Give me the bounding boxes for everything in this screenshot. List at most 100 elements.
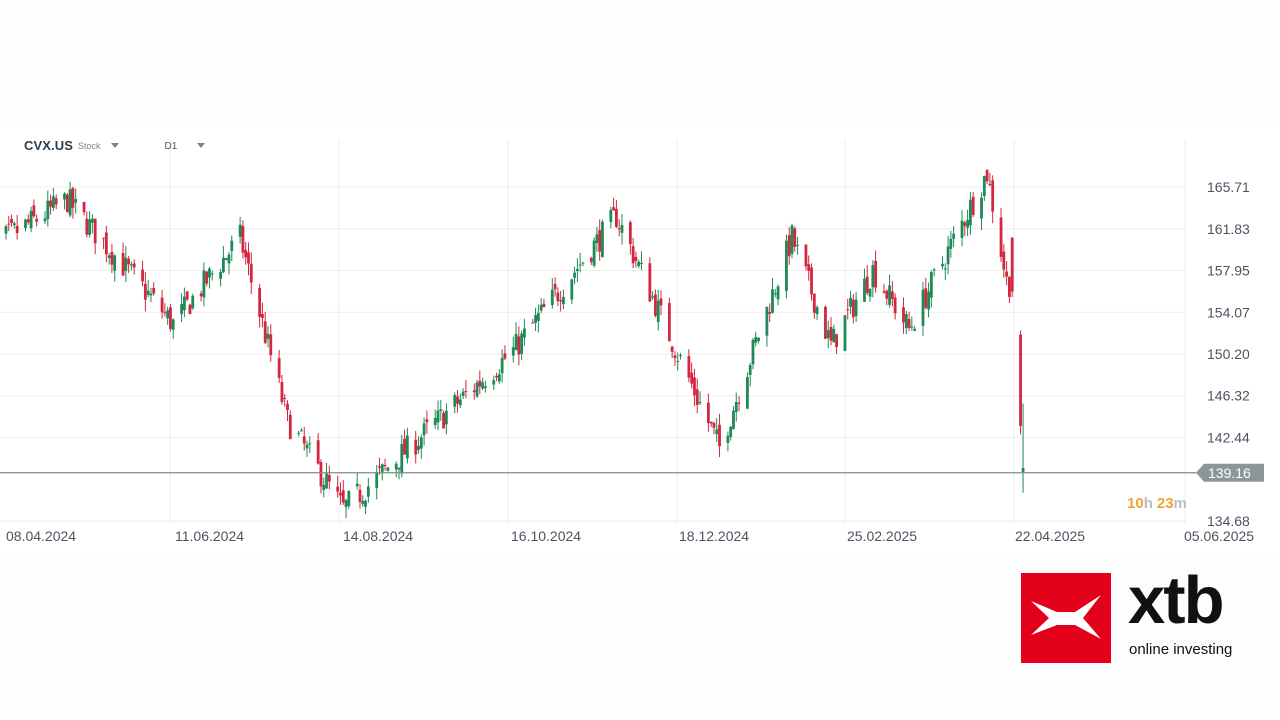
candle: [578, 252, 582, 273]
candle-body: [988, 184, 992, 186]
candle-body: [659, 298, 663, 306]
candle: [709, 421, 713, 427]
chart-area[interactable]: 139.16 165.71 161.83 157.95 154.07 150.20 146…: [0, 122, 1280, 558]
candle: [1010, 237, 1014, 298]
bar-countdown: 10h 23m: [1127, 495, 1187, 512]
candle: [796, 236, 799, 255]
candle: [706, 393, 710, 432]
candle-body: [380, 464, 384, 472]
candle-body: [286, 403, 289, 411]
candle-body: [982, 176, 986, 197]
candle: [146, 279, 150, 298]
candle: [46, 190, 50, 227]
candle-body: [656, 300, 660, 323]
candle-body: [921, 289, 925, 326]
candle-body: [612, 207, 616, 211]
candle-body: [247, 252, 250, 264]
candle-body: [339, 492, 342, 496]
candle: [141, 260, 144, 287]
candle: [35, 214, 39, 227]
candle-body: [492, 380, 496, 385]
candle: [7, 216, 11, 232]
candle-body: [773, 293, 777, 295]
candle: [51, 187, 55, 211]
candle-body: [263, 321, 267, 343]
candle-body: [127, 258, 131, 265]
candle: [698, 391, 702, 406]
candle: [734, 392, 738, 422]
candle-body: [609, 209, 613, 222]
candle: [971, 192, 975, 218]
candle-body: [54, 198, 58, 205]
candle-body: [726, 435, 730, 443]
candle: [54, 194, 58, 210]
candle: [815, 305, 819, 321]
candle-body: [222, 257, 225, 273]
timeframe-dropdown-chevron-icon[interactable]: [197, 142, 206, 148]
candle: [32, 199, 36, 219]
candle-body: [734, 402, 738, 412]
candle: [484, 380, 487, 393]
candle: [676, 352, 680, 371]
candle-body: [595, 234, 599, 244]
candle-body: [442, 412, 445, 429]
candle: [651, 291, 655, 301]
candle-body: [835, 334, 838, 347]
candle: [433, 409, 437, 429]
candle: [124, 245, 128, 283]
candle: [531, 318, 535, 324]
candle-body: [966, 220, 969, 228]
candle: [104, 225, 108, 263]
y-tick-label: 161.83: [1207, 221, 1250, 237]
candle-body: [261, 313, 264, 318]
candle: [748, 362, 752, 387]
candle: [999, 207, 1003, 262]
y-tick-label: 154.07: [1207, 304, 1250, 320]
candle: [82, 201, 86, 216]
candle-body: [464, 391, 468, 393]
candle-body: [288, 414, 292, 440]
candle-body: [400, 444, 404, 474]
candle-body: [810, 267, 813, 295]
candle: [219, 268, 223, 287]
candle: [26, 214, 30, 225]
candlestick-chart[interactable]: 139.16 165.71 161.83 157.95 154.07 150.20 146…: [0, 122, 1280, 558]
countdown-hours: 10: [1127, 495, 1144, 512]
candle-body: [93, 218, 97, 244]
candle: [366, 477, 370, 503]
candle: [776, 284, 780, 306]
candle-body: [403, 438, 406, 455]
candle-body: [219, 272, 223, 279]
candle-body: [82, 201, 86, 213]
candle: [754, 331, 758, 347]
candle: [249, 252, 253, 295]
candle: [327, 465, 331, 490]
chart-toolbar: CVX.US Stock D1: [24, 137, 206, 153]
candle: [943, 263, 947, 281]
candle: [712, 422, 716, 435]
symbol-dropdown-chevron-icon[interactable]: [110, 142, 119, 148]
candle: [810, 263, 813, 301]
candle: [364, 499, 367, 515]
candle-body: [849, 297, 852, 307]
candle-body: [405, 435, 409, 459]
candle: [929, 270, 933, 308]
candle: [230, 235, 234, 262]
candle-body: [102, 237, 105, 239]
candle: [807, 255, 811, 281]
candle: [768, 303, 772, 322]
candle: [169, 303, 172, 332]
candle-body: [258, 287, 262, 318]
candle-body: [414, 439, 418, 455]
candle-body: [807, 264, 811, 271]
candle-body: [910, 326, 914, 328]
candle: [300, 428, 303, 432]
candle: [12, 221, 16, 229]
candle: [670, 345, 674, 358]
candle: [202, 262, 206, 307]
candle-body: [888, 285, 891, 305]
candle: [461, 388, 465, 400]
candle-body: [812, 293, 816, 313]
candle-body: [517, 336, 521, 355]
candle-body: [913, 328, 917, 331]
